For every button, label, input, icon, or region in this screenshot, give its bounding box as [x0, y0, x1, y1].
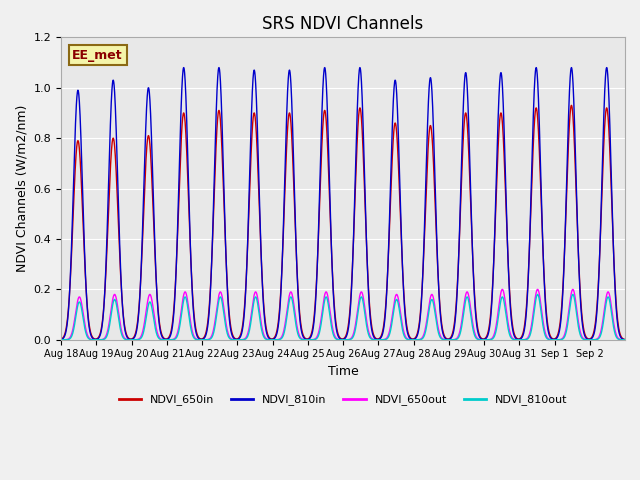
Line: NDVI_810out: NDVI_810out [61, 294, 625, 340]
NDVI_810out [535, 294, 543, 300]
NDVI_810in [415, 324, 423, 329]
Text: EE_met: EE_met [72, 48, 123, 61]
NDVI_650in [415, 320, 423, 326]
NDVI_650out [569, 287, 577, 292]
NDVI_810in [603, 65, 611, 71]
NDVI_810out [621, 337, 629, 343]
Line: NDVI_650out: NDVI_650out [61, 289, 625, 340]
NDVI_650in [535, 135, 543, 141]
NDVI_810out [569, 291, 577, 297]
NDVI_810out [173, 335, 180, 340]
NDVI_650out [501, 297, 509, 302]
Line: NDVI_650in: NDVI_650in [61, 106, 625, 339]
NDVI_810in [57, 336, 65, 342]
NDVI_650in [615, 326, 623, 332]
NDVI_650in [173, 258, 180, 264]
NDVI_810out [57, 337, 65, 343]
NDVI_650out [535, 289, 543, 295]
NDVI_650in [57, 336, 65, 342]
NDVI_810out [415, 337, 423, 343]
Line: NDVI_810in: NDVI_810in [61, 68, 625, 340]
NDVI_650in [501, 174, 509, 180]
NDVI_650out [615, 336, 623, 342]
NDVI_810in [615, 329, 623, 335]
X-axis label: Time: Time [328, 365, 358, 378]
NDVI_810out [501, 304, 509, 310]
NDVI_810in [501, 155, 509, 161]
Legend: NDVI_650in, NDVI_810in, NDVI_650out, NDVI_810out: NDVI_650in, NDVI_810in, NDVI_650out, NDV… [115, 390, 572, 410]
NDVI_650out [621, 337, 629, 343]
NDVI_650out [465, 294, 473, 300]
NDVI_650in [568, 103, 575, 108]
NDVI_810in [535, 106, 543, 111]
Title: SRS NDVI Channels: SRS NDVI Channels [262, 15, 424, 33]
NDVI_650in [465, 156, 473, 161]
NDVI_650out [415, 336, 423, 342]
NDVI_810in [173, 257, 180, 263]
NDVI_810out [465, 300, 473, 306]
NDVI_810out [615, 336, 623, 342]
NDVI_650in [621, 336, 629, 342]
NDVI_810in [465, 131, 473, 136]
NDVI_650out [173, 333, 180, 338]
NDVI_650out [57, 337, 65, 343]
NDVI_810in [621, 337, 629, 343]
Y-axis label: NDVI Channels (W/m2/nm): NDVI Channels (W/m2/nm) [15, 105, 28, 272]
